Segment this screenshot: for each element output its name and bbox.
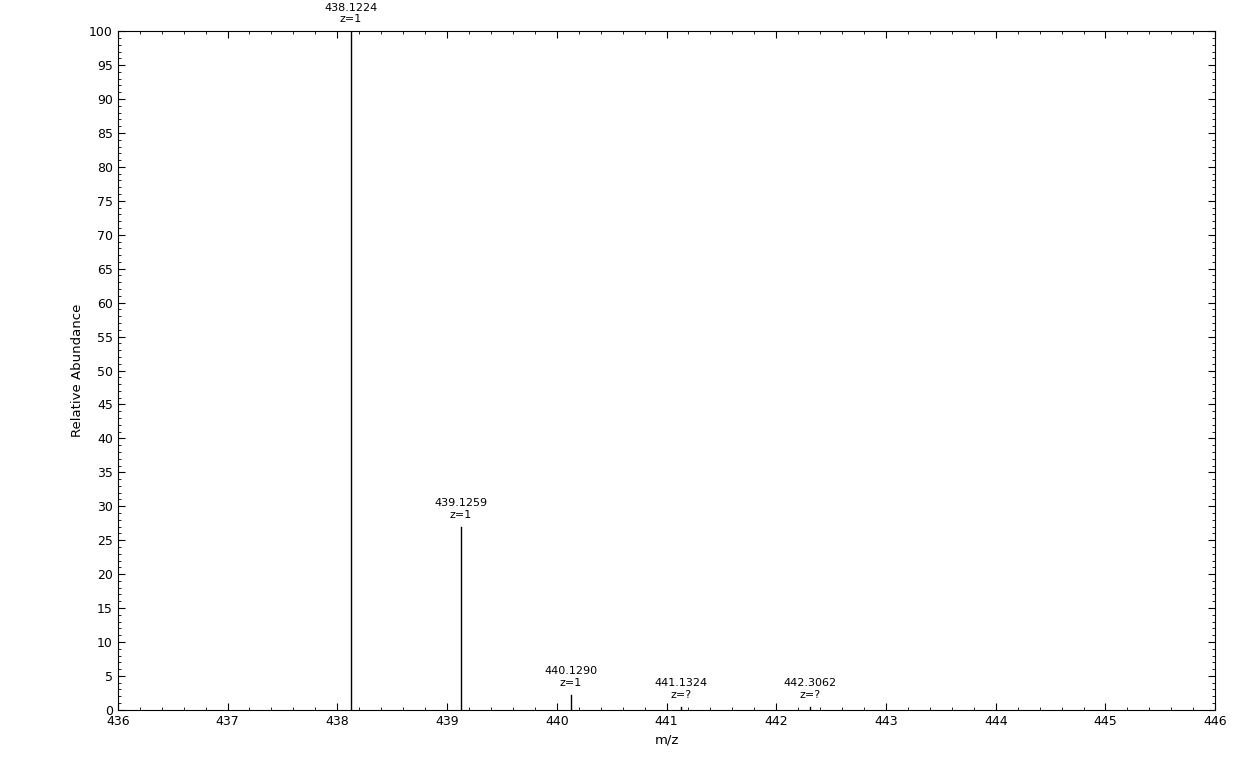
Text: 438.1224
z=1: 438.1224 z=1 [324,3,377,24]
Text: 441.1324
z=?: 441.1324 z=? [655,679,708,700]
Text: 439.1259
z=1: 439.1259 z=1 [434,498,487,519]
Y-axis label: Relative Abundance: Relative Abundance [71,304,83,437]
X-axis label: m/z: m/z [655,733,678,746]
Text: 440.1290
z=1: 440.1290 z=1 [544,666,598,688]
Text: 442.3062
z=?: 442.3062 z=? [784,679,837,700]
